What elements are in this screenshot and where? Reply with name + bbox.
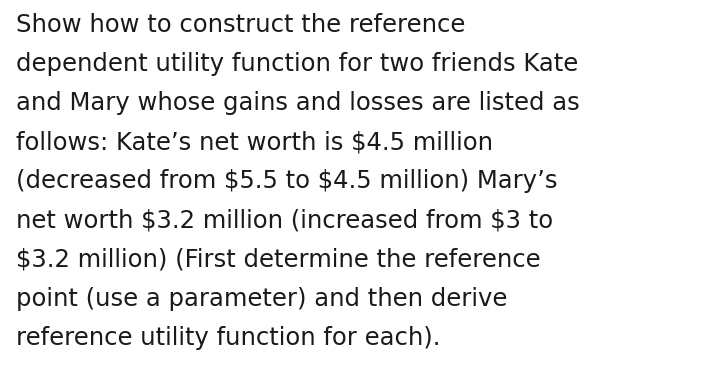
Text: net worth \$3.2 million (increased from \$3 to: net worth \$3.2 million (increased from … bbox=[16, 209, 553, 233]
Text: follows: Kate’s net worth is \$4.5 million: follows: Kate’s net worth is \$4.5 milli… bbox=[16, 130, 492, 154]
Text: dependent utility function for two friends Kate: dependent utility function for two frien… bbox=[16, 52, 578, 76]
Text: (decreased from \$5.5 to \$4.5 million) Mary’s: (decreased from \$5.5 to \$4.5 million) … bbox=[16, 169, 557, 194]
Text: reference utility function for each).: reference utility function for each). bbox=[16, 326, 441, 350]
Text: Show how to construct the reference: Show how to construct the reference bbox=[16, 13, 465, 37]
Text: and Mary whose gains and losses are listed as: and Mary whose gains and losses are list… bbox=[16, 91, 580, 115]
Text: \$3.2 million) (First determine the reference: \$3.2 million) (First determine the refe… bbox=[16, 248, 541, 272]
Text: point (use a parameter) and then derive: point (use a parameter) and then derive bbox=[16, 287, 507, 311]
